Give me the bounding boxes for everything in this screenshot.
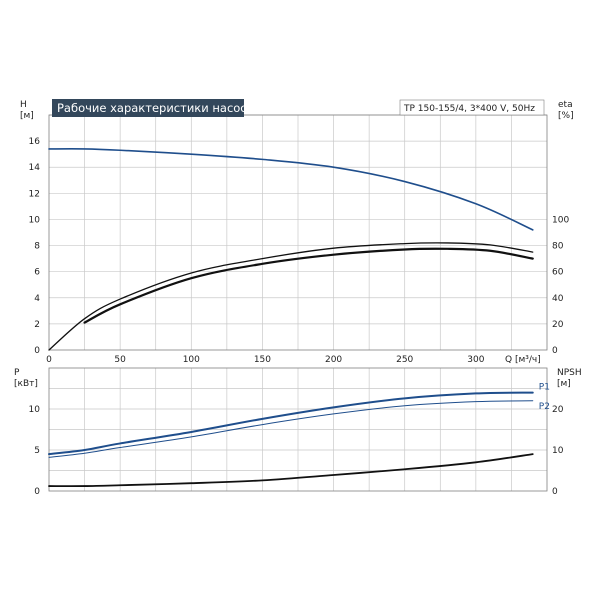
head-tick-label: 0 (34, 346, 40, 356)
flow-tick-label: 300 (467, 355, 484, 365)
power-tick-label: 5 (34, 446, 40, 456)
npsh-tick-label: 10 (552, 446, 564, 456)
head-axis-label: H [м] (20, 100, 34, 121)
eta-tick-label: 0 (552, 346, 558, 356)
power-axis-label-line: P (14, 368, 20, 378)
bottom-series-group: P1 P2 (48, 383, 550, 488)
flow-tick-label: 100 (183, 355, 200, 365)
eta-tick-label: 80 (552, 242, 564, 252)
head-tick-label: 4 (34, 294, 40, 304)
power-tick-label: 0 (34, 487, 40, 497)
eta-tick-label: 40 (552, 294, 564, 304)
head-axis-label-line: [м] (20, 111, 34, 121)
head-tick-label: 8 (34, 242, 40, 252)
npsh-curve (48, 453, 534, 488)
eta-axis-label-line: eta (558, 100, 573, 110)
power-p1-curve (48, 391, 534, 456)
series-label-p1: P1 (539, 383, 550, 393)
head-tick-label: 6 (34, 268, 40, 278)
head-tick-label: 10 (29, 215, 41, 225)
npsh-tick-label: 0 (552, 487, 558, 497)
power-npsh-panel: P1 P2 0 5 10 0 10 20 P [кВт] NPSH [м] (14, 367, 582, 497)
head-tick-label: 2 (34, 320, 40, 330)
head-tick-label: 12 (29, 189, 40, 199)
power-axis-label-line: [кВт] (14, 379, 38, 389)
npsh-tick-label: 20 (552, 405, 564, 415)
power-tick-label: 10 (29, 405, 41, 415)
efficiency-curve-lower (83, 247, 534, 324)
eta-tick-label: 100 (552, 215, 569, 225)
bottom-grid (49, 368, 547, 491)
head-curve (48, 148, 534, 231)
flow-axis-label: Q [м³/ч] (505, 355, 541, 365)
chart-title-box (52, 99, 244, 117)
eta-axis-label: eta [%] (558, 100, 574, 121)
top-tick-labels: 0 2 4 6 8 10 12 14 16 0 20 40 60 80 100 0 50 100 150 200 250… (29, 137, 570, 365)
npsh-axis-label-line: [м] (557, 379, 571, 389)
pump-info-box (399, 99, 545, 116)
top-plot-frame (48, 114, 548, 351)
bottom-tick-labels: 0 5 10 0 10 20 (29, 405, 564, 497)
head-axis-label-line: H (20, 100, 27, 110)
eta-tick-label: 60 (552, 268, 564, 278)
flow-tick-label: 50 (114, 355, 126, 365)
power-axis-label: P [кВт] (14, 368, 38, 389)
chart-title: Рабочие характеристики насоса (57, 101, 254, 115)
eta-tick-label: 20 (552, 320, 564, 330)
flow-tick-label: 150 (254, 355, 271, 365)
npsh-axis-label: NPSH [м] (557, 368, 582, 389)
efficiency-curve (48, 242, 534, 351)
top-series-group (48, 148, 534, 351)
npsh-axis-label-line: NPSH (557, 368, 582, 378)
head-tick-label: 14 (29, 163, 41, 173)
flow-tick-label: 200 (325, 355, 342, 365)
head-tick-label: 16 (29, 137, 41, 147)
bottom-plot-frame (48, 367, 548, 492)
flow-tick-label: 0 (46, 355, 52, 365)
head-efficiency-panel: 0 2 4 6 8 10 12 14 16 0 20 40 60 80 100 0 50 100 150 200 250… (20, 99, 574, 365)
flow-tick-label: 250 (396, 355, 413, 365)
power-p2-curve (48, 400, 534, 458)
eta-axis-label-line: [%] (558, 111, 574, 121)
series-label-p2: P2 (539, 402, 550, 412)
pump-info-text: TP 150-155/4, 3*400 V, 50Hz (403, 104, 535, 114)
